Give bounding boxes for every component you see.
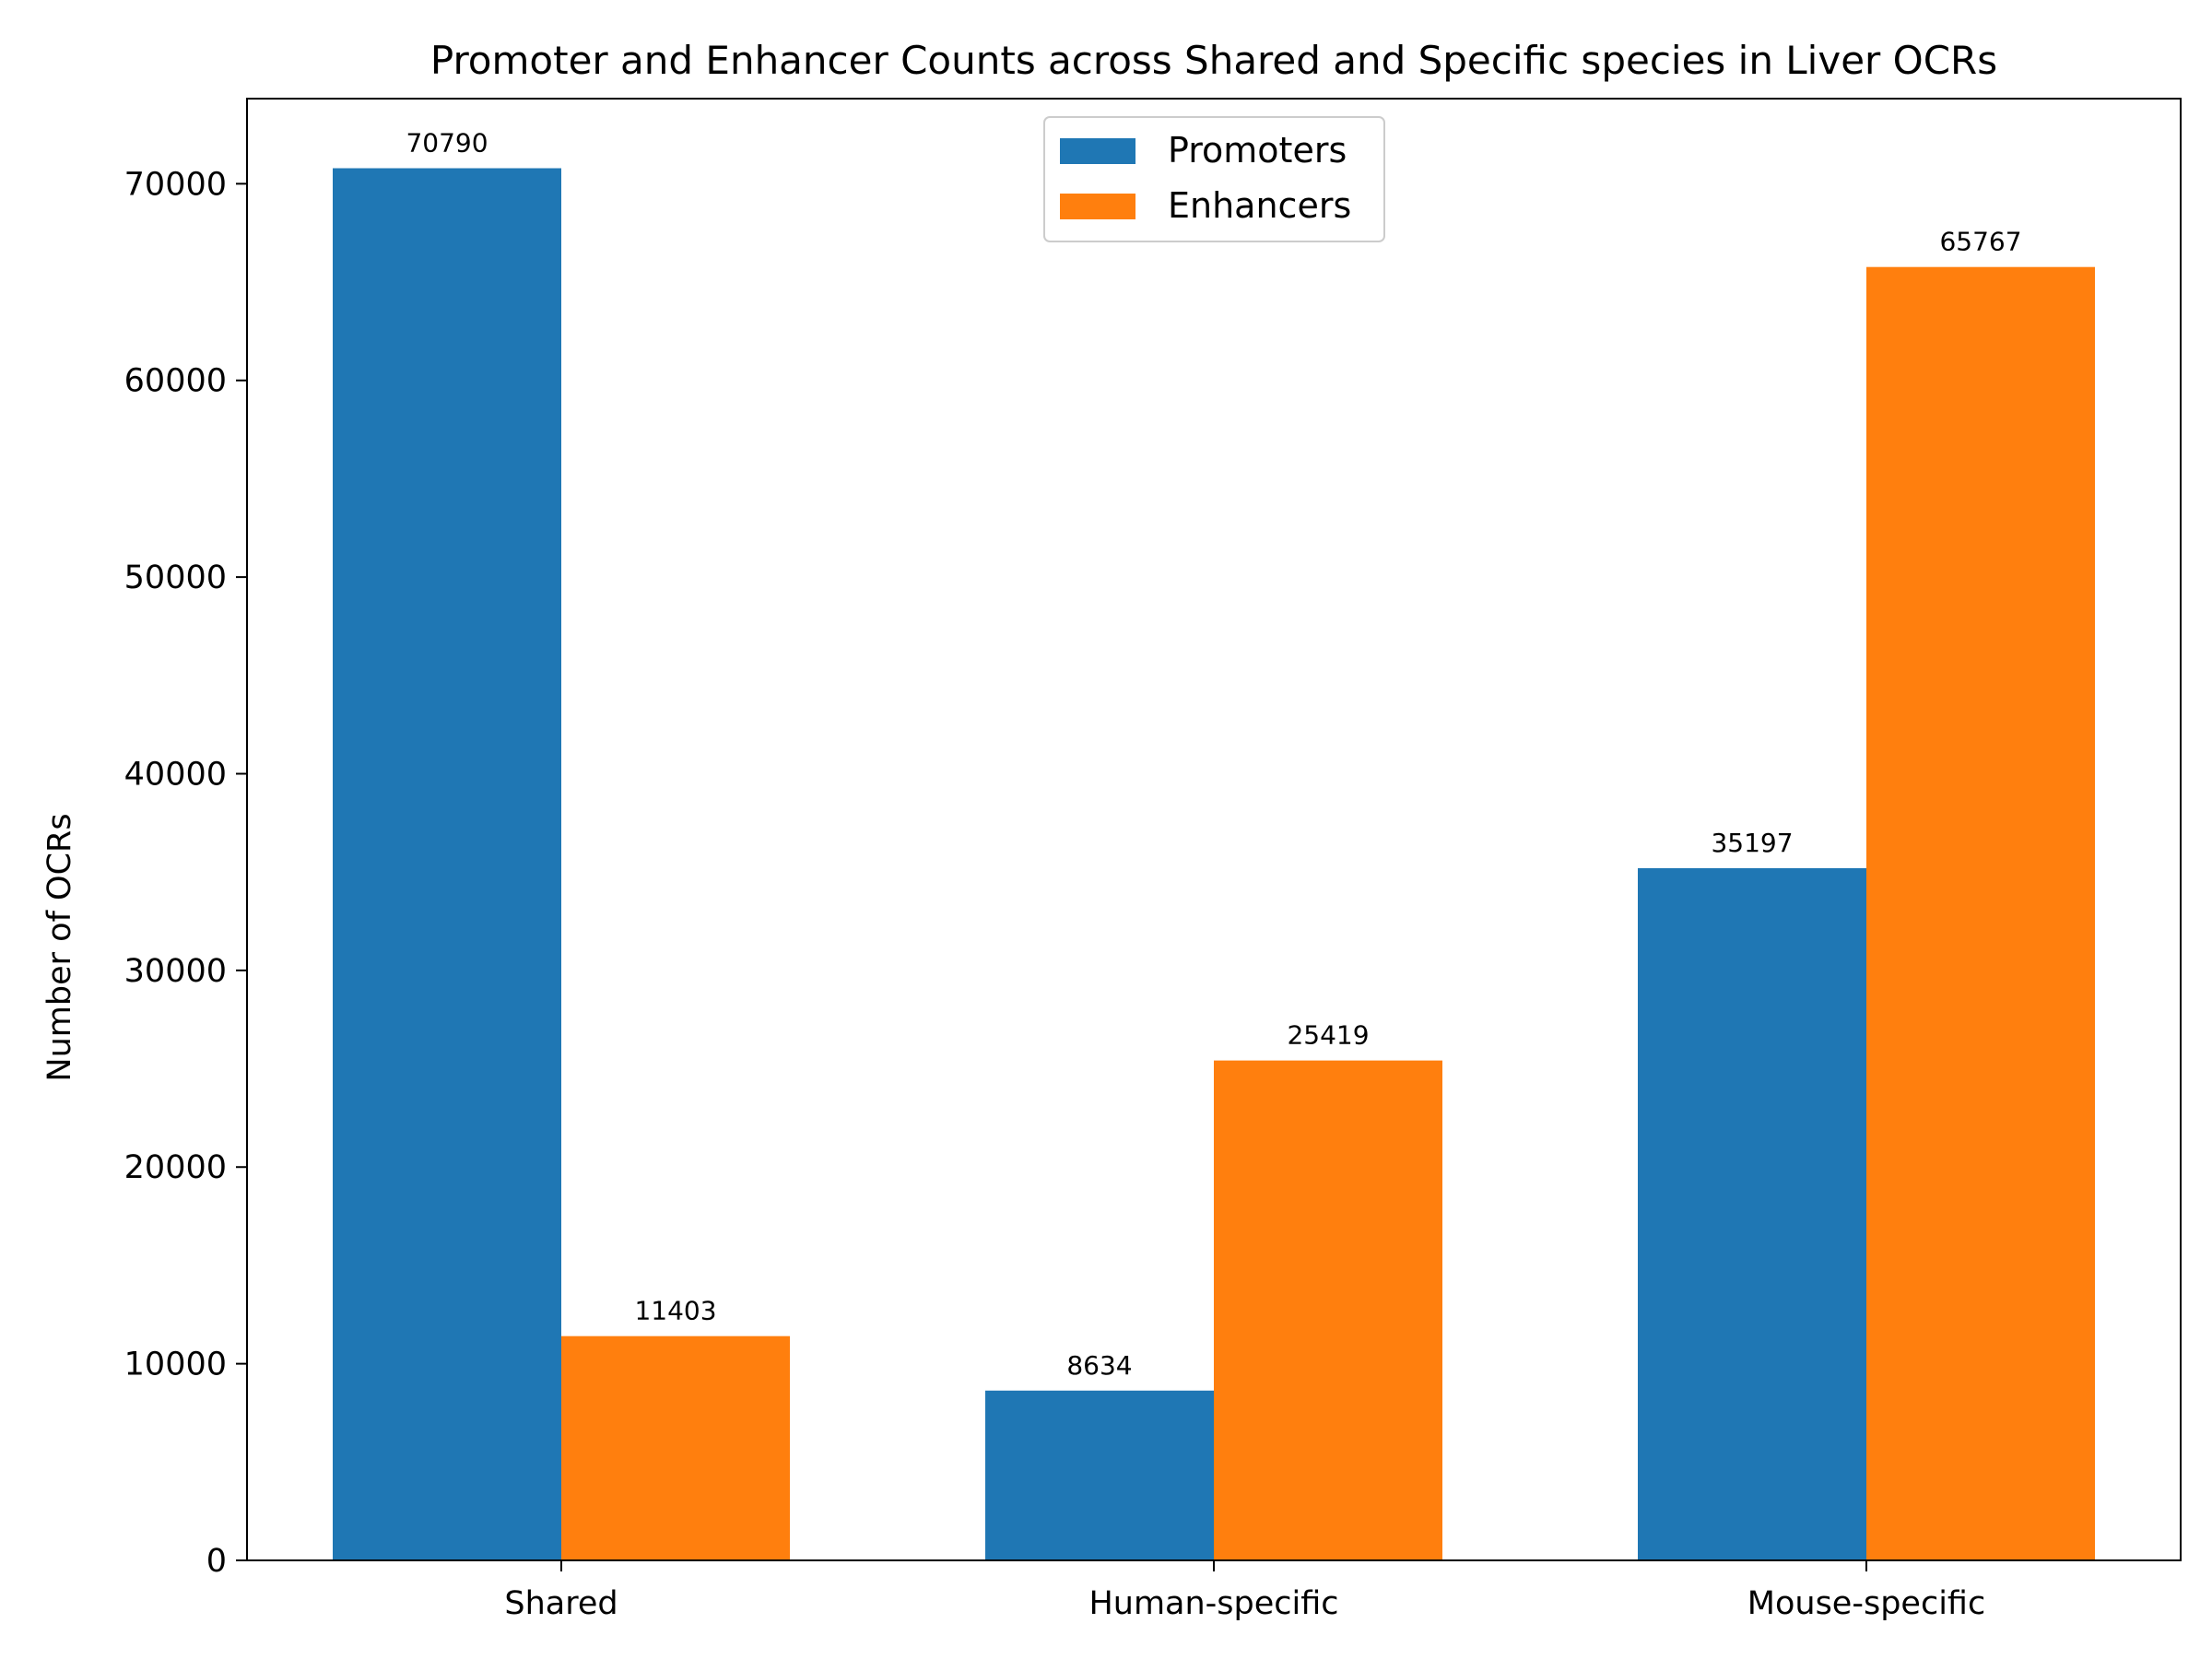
y-tick-label: 70000 xyxy=(124,166,227,203)
bar-enhancers-human-specific xyxy=(1214,1060,1442,1560)
y-tick-label: 0 xyxy=(206,1543,227,1580)
y-tick-label: 30000 xyxy=(124,953,227,990)
bar-enhancers-mouse-specific xyxy=(1866,266,2095,1560)
legend-swatch-promoters xyxy=(1060,138,1135,164)
data-label-promoters-shared: 70790 xyxy=(406,128,488,159)
y-axis-ticks: 0 10000 20000 30000 40000 50000 60000 70000 xyxy=(124,166,247,1580)
data-label-promoters-mouse-specific: 35197 xyxy=(1711,828,1793,858)
legend-swatch-enhancers xyxy=(1060,194,1135,219)
bar-promoters-human-specific xyxy=(985,1390,1214,1560)
data-labels-group: 70790 8634 35197 11403 25419 65767 xyxy=(406,128,2021,1381)
legend-label-promoters: Promoters xyxy=(1168,130,1347,171)
data-label-enhancers-shared: 11403 xyxy=(634,1296,716,1326)
bar-promoters-shared xyxy=(333,168,561,1560)
x-tick-label: Shared xyxy=(504,1585,618,1622)
legend-label-enhancers: Enhancers xyxy=(1168,185,1351,226)
data-label-enhancers-mouse-specific: 65767 xyxy=(1939,227,2021,257)
y-axis-label: Number of OCRs xyxy=(41,813,78,1081)
x-axis-ticks: Shared Human-specific Mouse-specific xyxy=(504,1560,1985,1622)
y-tick-label: 60000 xyxy=(124,363,227,400)
data-label-promoters-human-specific: 8634 xyxy=(1066,1350,1132,1381)
y-tick-label: 50000 xyxy=(124,559,227,596)
x-tick-label: Mouse-specific xyxy=(1747,1585,1985,1622)
legend: Promoters Enhancers xyxy=(1043,116,1385,242)
x-tick-label: Human-specific xyxy=(1088,1585,1338,1622)
data-label-enhancers-human-specific: 25419 xyxy=(1287,1020,1369,1051)
bars-group xyxy=(333,168,2095,1560)
bar-promoters-mouse-specific xyxy=(1638,867,1866,1560)
plot-frame xyxy=(246,98,2182,1561)
y-tick-label: 40000 xyxy=(124,756,227,793)
chart-title: Promoter and Enhancer Counts across Shar… xyxy=(430,38,1997,83)
y-tick-label: 20000 xyxy=(124,1149,227,1186)
bar-enhancers-shared xyxy=(561,1335,790,1560)
y-tick-label: 10000 xyxy=(124,1347,227,1383)
